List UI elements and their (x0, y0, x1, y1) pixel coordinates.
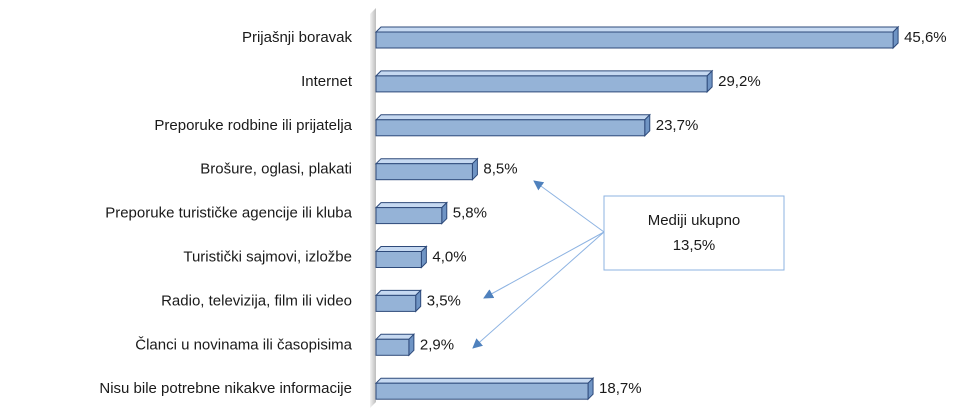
bar-top (374, 246, 428, 252)
bar-top (374, 377, 595, 384)
bar-top (374, 114, 651, 121)
arrow (483, 231, 605, 299)
bar (375, 207, 443, 225)
value-label: 3,5% (427, 292, 461, 309)
bar (375, 31, 894, 49)
category-label: Internet (301, 73, 353, 90)
callout: Mediji ukupno 13,5% (472, 180, 785, 349)
category-label: Radio, televizija, film ili video (161, 292, 352, 309)
bar (375, 163, 473, 181)
bar (375, 294, 417, 312)
value-label: 8,5% (483, 161, 517, 178)
category-label: Prijašnji boravak (242, 29, 353, 46)
bar-top (374, 70, 714, 77)
callout-text: Mediji ukupno (648, 212, 741, 229)
arrow (472, 231, 605, 349)
bar-top (374, 158, 479, 165)
category-label: Članci u novinama ili časopisima (135, 336, 352, 353)
arrow (533, 180, 605, 233)
bar-top (374, 333, 416, 340)
category-label: Nisu bile potrebne nikakve informacije (99, 380, 352, 397)
category-label: Turistički sajmovi, izložbe (183, 248, 352, 265)
callout-box (603, 195, 785, 271)
value-label: 4,0% (432, 248, 466, 265)
category-label: Preporuke rodbine ili prijatelja (154, 117, 352, 134)
value-label: 18,7% (599, 380, 642, 397)
bar (375, 382, 589, 400)
bar (375, 75, 708, 93)
bar (375, 338, 410, 356)
callout-text: 13,5% (673, 237, 716, 254)
value-label: 5,8% (453, 205, 487, 222)
category-label: Preporuke turističke agencije ili kluba (105, 205, 352, 222)
bar-top (374, 289, 422, 296)
bar (375, 251, 422, 268)
wall (370, 8, 376, 408)
bar (375, 119, 646, 137)
category-label: Brošure, oglasi, plakati (200, 161, 352, 178)
bar-top (374, 202, 448, 209)
bar-top (374, 26, 900, 33)
value-label: 45,6% (904, 29, 947, 46)
value-label: 2,9% (420, 336, 454, 353)
value-label: 23,7% (656, 117, 699, 134)
value-label: 29,2% (718, 73, 761, 90)
